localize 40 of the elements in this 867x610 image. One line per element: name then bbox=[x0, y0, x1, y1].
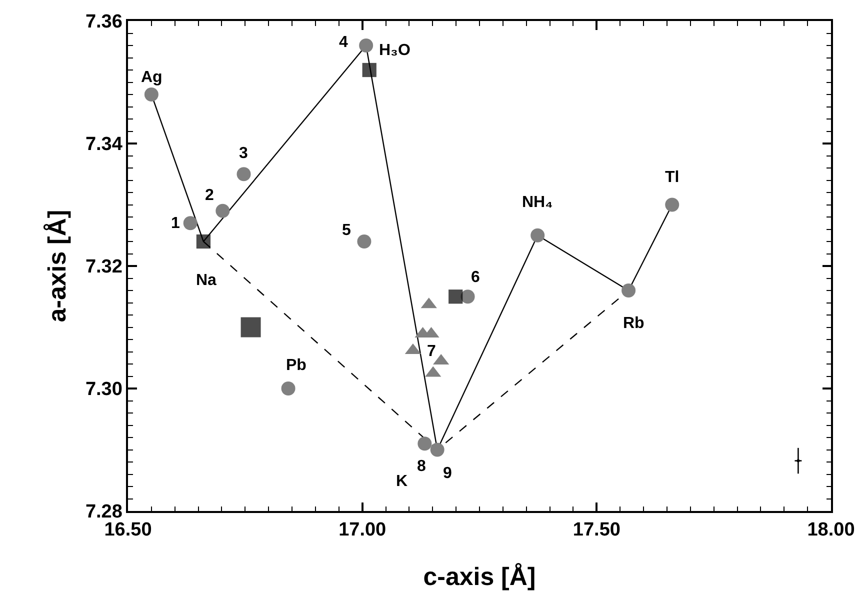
annotation: K bbox=[396, 473, 408, 490]
annotation: 9 bbox=[443, 465, 452, 482]
annotation: 1 bbox=[171, 215, 180, 232]
x-tick-label: 18.00 bbox=[807, 520, 855, 541]
point bbox=[357, 234, 372, 248]
point bbox=[281, 382, 296, 396]
annotation: Na bbox=[196, 272, 217, 289]
point bbox=[144, 88, 158, 102]
annotation: Rb bbox=[623, 315, 645, 332]
annotation: Pb bbox=[286, 357, 307, 374]
annotation: Tl bbox=[665, 169, 680, 186]
y-tick-label: 7.30 bbox=[85, 379, 122, 400]
point bbox=[430, 442, 444, 457]
point bbox=[460, 290, 475, 304]
x-axis-title: c-axis [Å] bbox=[423, 562, 536, 592]
x-tick-label: 17.50 bbox=[572, 520, 620, 541]
point bbox=[216, 204, 230, 218]
point bbox=[796, 459, 800, 462]
x-tick-label: 17.00 bbox=[338, 520, 386, 541]
point bbox=[236, 167, 251, 182]
annotation: 7 bbox=[427, 343, 436, 360]
point bbox=[418, 436, 432, 451]
y-axis-title: a-axis [Å] bbox=[42, 210, 72, 322]
annotation: Ag bbox=[141, 69, 162, 86]
annotation: 6 bbox=[471, 269, 480, 286]
annotation: 5 bbox=[342, 222, 351, 239]
point bbox=[622, 284, 636, 298]
annotation: 2 bbox=[205, 187, 214, 204]
point bbox=[530, 228, 545, 242]
point bbox=[183, 216, 198, 230]
annotation: 3 bbox=[239, 145, 248, 162]
point bbox=[665, 198, 680, 212]
annotation: H₃O bbox=[379, 42, 410, 59]
point bbox=[359, 38, 374, 52]
annotation: 4 bbox=[339, 34, 348, 51]
annotation: NH₄ bbox=[522, 194, 553, 211]
y-tick-label: 7.32 bbox=[85, 256, 122, 278]
y-tick-label: 7.34 bbox=[85, 134, 123, 156]
y-tick-label: 7.36 bbox=[85, 12, 122, 33]
annotation: 8 bbox=[417, 458, 426, 475]
